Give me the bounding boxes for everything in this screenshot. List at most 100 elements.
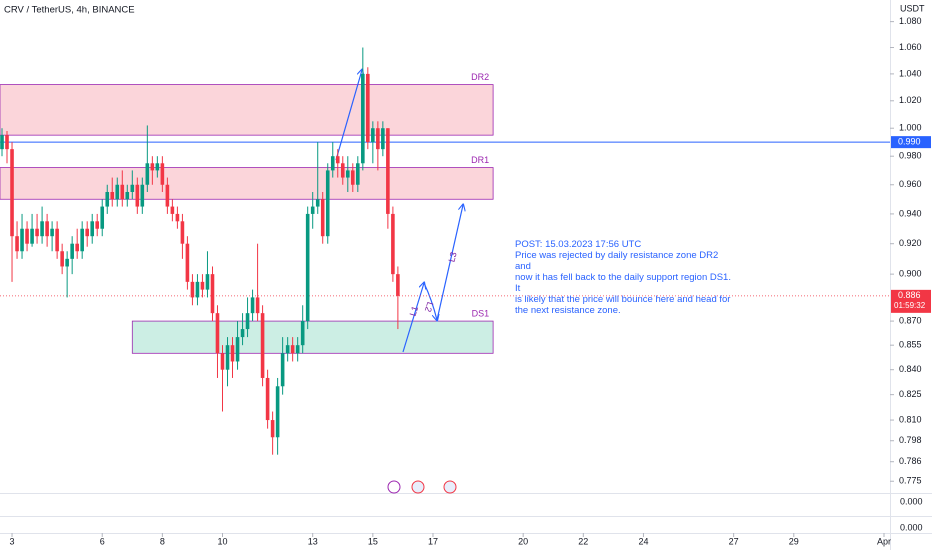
candle-body <box>120 184 125 200</box>
candle-body <box>345 170 350 178</box>
candle-body <box>0 135 4 150</box>
candle-body <box>20 228 24 252</box>
candle-body <box>396 274 400 296</box>
candle-body <box>95 221 100 229</box>
annotation-line: is likely that the price will bounce her… <box>515 294 731 305</box>
annotation-line: Price was rejected by daily resistance z… <box>515 250 719 272</box>
drawings: L1 L2 L3 <box>335 70 463 353</box>
y-tick-label: 0.825 <box>899 389 922 399</box>
candle-body <box>305 213 310 322</box>
y-tick-label: 0.900 <box>899 269 922 279</box>
candle-body <box>70 243 74 259</box>
candle-body <box>300 321 305 346</box>
candle-body <box>350 170 355 185</box>
y-tick-label: 0.960 <box>899 179 922 189</box>
candle-body <box>80 228 84 252</box>
candle-body <box>210 274 215 314</box>
candle-body <box>40 221 44 237</box>
candle-body <box>335 156 340 164</box>
candle-body <box>270 420 275 438</box>
candle-body <box>371 128 375 143</box>
y-tick-label: 0.870 <box>899 315 922 325</box>
x-tick-label: 6 <box>100 536 105 546</box>
candle-body <box>160 163 165 185</box>
candle-body <box>85 228 89 237</box>
candle-body <box>386 128 390 214</box>
zone <box>0 167 494 200</box>
y-tick-label: 1.040 <box>899 68 922 78</box>
candle-body <box>195 281 200 298</box>
candle-body <box>315 199 320 207</box>
candle-body <box>105 191 110 207</box>
y-tick-label: 0.810 <box>899 414 922 424</box>
candle-body <box>225 345 230 370</box>
zone-label: DR1 <box>471 155 489 165</box>
candle-body <box>230 345 235 362</box>
candle-body <box>361 73 365 164</box>
candle-body <box>280 353 285 387</box>
candle-body <box>265 377 270 421</box>
candle-body <box>110 191 115 200</box>
price-tag <box>891 289 931 313</box>
candle-body <box>65 258 69 267</box>
candle-body <box>340 163 345 178</box>
y-tick-label: 0.798 <box>899 435 922 445</box>
y-tick-label: 0.940 <box>899 208 922 218</box>
candle-body <box>90 221 95 237</box>
candle-body <box>285 345 290 354</box>
candle-body <box>140 184 145 207</box>
candle-body <box>391 213 395 275</box>
trend-arrow <box>335 70 362 161</box>
chart-title: CRV / TetherUS, 4h, BINANCE <box>4 5 135 16</box>
candle-body <box>310 206 315 214</box>
x-tick-label: 29 <box>789 536 799 546</box>
candle-body <box>290 345 295 354</box>
y-tick-label: 0.775 <box>899 476 922 486</box>
candle-body <box>175 213 180 222</box>
annotation: POST: 15.03.2023 17:56 UTC Price was rej… <box>515 239 735 316</box>
candle-body <box>180 221 185 244</box>
candle-body <box>245 313 250 330</box>
candle-body <box>10 149 14 237</box>
candle-body <box>60 251 64 267</box>
x-tick-label: 15 <box>368 536 378 546</box>
candle-body <box>295 345 300 354</box>
candle-body <box>220 353 225 370</box>
x-tick-label: 8 <box>160 536 165 546</box>
candle-body <box>205 274 210 290</box>
candle-body <box>130 184 135 192</box>
candle-body <box>381 128 385 150</box>
axis-unit: USDT <box>900 3 925 13</box>
path-arrow <box>423 282 437 320</box>
candle-body <box>240 329 245 338</box>
candle-body <box>5 135 9 150</box>
candle-body <box>356 163 360 185</box>
y-tick-label: 1.020 <box>899 95 922 105</box>
candle-body <box>260 313 265 378</box>
candle-body <box>185 243 190 282</box>
candle-body <box>115 184 120 200</box>
event-icon <box>443 480 457 494</box>
event-icon <box>411 480 425 494</box>
candle-body <box>25 228 29 244</box>
candle-body <box>125 191 130 200</box>
candle-body <box>170 206 175 214</box>
candle-body <box>330 156 335 171</box>
candle-body <box>275 386 280 438</box>
price-tag-label: 0.886 <box>898 290 921 300</box>
candle-body <box>75 243 79 252</box>
x-tick-label: 10 <box>217 536 227 546</box>
candle-body <box>165 184 170 207</box>
candle-body <box>135 184 140 207</box>
candle-body <box>325 170 330 237</box>
x-tick-label: 13 <box>308 536 318 546</box>
x-tick-label: 24 <box>638 536 648 546</box>
candle-body <box>376 128 380 150</box>
y-tick-label: 0.980 <box>899 151 922 161</box>
candle-body <box>55 228 59 252</box>
candle-body <box>190 281 195 298</box>
countdown-label: 01:59:32 <box>894 301 926 310</box>
candle-body <box>200 281 205 290</box>
